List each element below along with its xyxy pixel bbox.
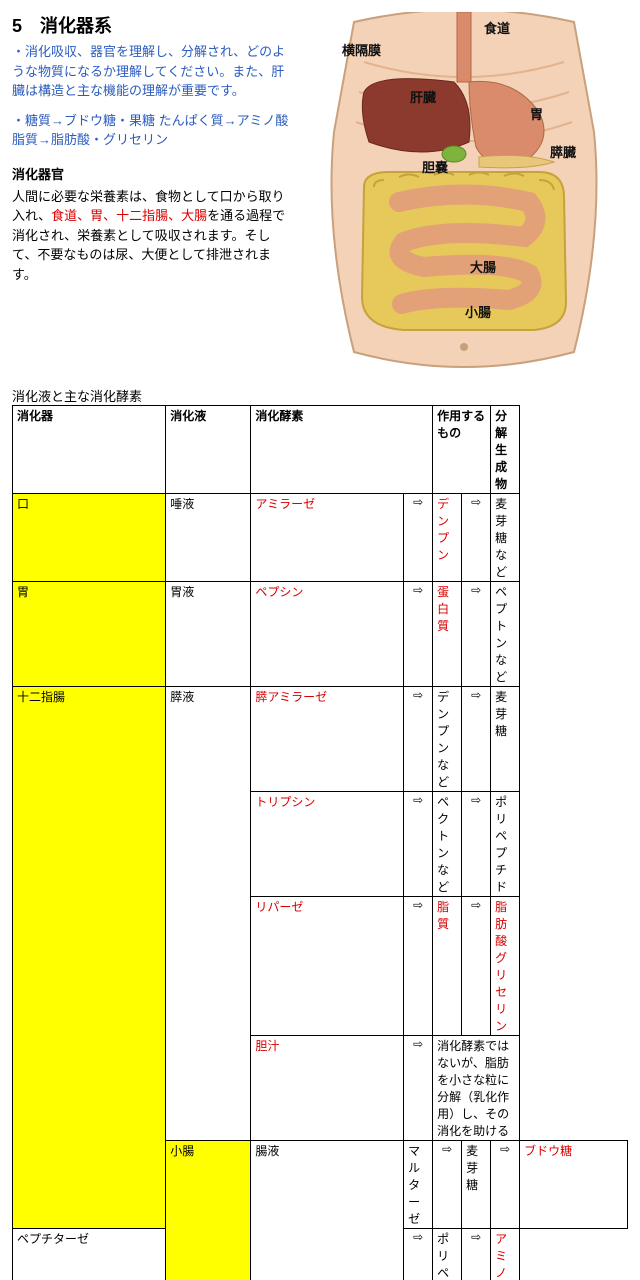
cell-panc-amylase: 膵アミラーゼ	[251, 687, 404, 792]
intro-para-2: ・糖質→ブドウ糖・果糖 たんぱく質→アミノ酸 脂質→脂肪酸・グリセリン	[12, 111, 292, 150]
header-row: 消化器 消化液 消化酵素 作用するもの 分解生成物	[13, 406, 628, 494]
row-stomach: 胃 胃液 ペプシン ⇨ 蛋白質 ⇨ ペプトンなど	[13, 582, 628, 687]
th-enzyme: 消化酵素	[251, 406, 433, 494]
arrow-icon: ⇨	[491, 1141, 520, 1229]
torso-svg	[300, 12, 628, 372]
cell-duodenum: 十二指腸	[13, 687, 166, 1229]
th-juice: 消化液	[166, 406, 251, 494]
arrow-icon: ⇨	[404, 792, 433, 897]
intro-para-1: ・消化吸収、器官を理解し、分解され、どのような物質になるか理解してください。また…	[12, 42, 292, 101]
text-column: 5 消化器系 ・消化吸収、器官を理解し、分解され、どのような物質になるか理解して…	[12, 12, 292, 372]
cell-pectone: ペクトンなど	[433, 792, 462, 897]
cell-amino: アミノ酸	[491, 1229, 520, 1280]
label-large-intestine: 大腸	[470, 257, 496, 276]
label-diaphragm: 横隔膜	[342, 40, 381, 59]
label-esophagus: 食道	[484, 18, 510, 37]
body-para: 人間に必要な栄養素は、食物として口から取り入れ、食道、胃、十二指腸、大腸を通る過…	[12, 187, 292, 285]
th-target: 作用するもの	[433, 406, 491, 494]
diagram-column: 食道 横隔膜 肝臓 胃 膵臓 胆嚢 大腸 小腸	[300, 12, 628, 372]
cell-mouth: 口	[13, 494, 166, 582]
top-section: 5 消化器系 ・消化吸収、器官を理解し、分解され、どのような物質になるか理解して…	[12, 12, 628, 372]
cell-saliva: 唾液	[166, 494, 251, 582]
cell-fatty-acid: 脂肪酸 グリセリン	[491, 897, 520, 1036]
arrow-icon: ⇨	[462, 582, 491, 687]
cell-maltase: マルターゼ	[404, 1141, 433, 1229]
row-duodenum-1: 十二指腸 膵液 膵アミラーゼ ⇨ デンプンなど ⇨ 麦芽糖	[13, 687, 628, 792]
table-title: 消化液と主な消化酵素	[12, 386, 628, 405]
label-small-intestine: 小腸	[465, 302, 491, 321]
cell-fat: 脂質	[433, 897, 462, 1036]
arrow-icon: ⇨	[404, 1229, 433, 1280]
cell-maltose-etc: 麦芽糖など	[491, 494, 520, 582]
cell-glucose: ブドウ糖	[520, 1141, 628, 1229]
cell-peptidase: ペプチターゼ	[13, 1229, 166, 1280]
cell-bile-note: 消化酵素ではないが、脂肪を小さな粒に分解（乳化作用）し、その消化を助ける	[433, 1036, 520, 1141]
arrow-icon: ⇨	[462, 687, 491, 792]
para-red: 食道、胃、十二指腸、大腸	[51, 208, 207, 223]
anatomy-diagram: 食道 横隔膜 肝臓 胃 膵臓 胆嚢 大腸 小腸	[300, 12, 628, 372]
cell-maltose: 麦芽糖	[491, 687, 520, 792]
cell-amylase: アミラーゼ	[251, 494, 404, 582]
cell-peptone: ペプトンなど	[491, 582, 520, 687]
cell-intestinal: 腸液	[251, 1141, 404, 1280]
cell-starch-etc: デンプンなど	[433, 687, 462, 792]
arrow-icon: ⇨	[404, 897, 433, 1036]
arrow-icon: ⇨	[433, 1141, 462, 1229]
arrow-icon: ⇨	[404, 1036, 433, 1141]
cell-bile: 胆汁	[251, 1036, 404, 1141]
label-pancreas: 膵臓	[550, 142, 576, 161]
cell-stomach: 胃	[13, 582, 166, 687]
th-product: 分解生成物	[491, 406, 520, 494]
section-title: 5 消化器系	[12, 12, 292, 38]
cell-lipase: リパーゼ	[251, 897, 404, 1036]
arrow-icon: ⇨	[462, 792, 491, 897]
arrow-icon: ⇨	[404, 582, 433, 687]
arrow-icon: ⇨	[462, 1229, 491, 1280]
cell-polypeptide2: ポリペプチド	[433, 1229, 462, 1280]
arrow-icon: ⇨	[462, 494, 491, 582]
subheading: 消化器官	[12, 164, 292, 183]
arrow-icon: ⇨	[462, 897, 491, 1036]
digestion-table: 消化器 消化液 消化酵素 作用するもの 分解生成物 口 唾液 アミラーゼ ⇨ デ…	[12, 405, 628, 1280]
cell-protein: 蛋白質	[433, 582, 462, 687]
cell-pepsin: ペプシン	[251, 582, 404, 687]
arrow-icon: ⇨	[404, 494, 433, 582]
cell-trypsin: トリプシン	[251, 792, 404, 897]
cell-polypeptide: ポリペプチド	[491, 792, 520, 897]
cell-maltose2: 麦芽糖	[462, 1141, 491, 1229]
label-gallbladder: 胆嚢	[422, 157, 448, 176]
cell-starch: デンプン	[433, 494, 462, 582]
label-stomach: 胃	[530, 104, 543, 123]
cell-small-int: 小腸	[166, 1141, 251, 1280]
cell-gastric: 胃液	[166, 582, 251, 687]
label-liver: 肝臓	[410, 87, 436, 106]
th-organ: 消化器	[13, 406, 166, 494]
row-mouth: 口 唾液 アミラーゼ ⇨ デンプン ⇨ 麦芽糖など	[13, 494, 628, 582]
arrow-icon: ⇨	[404, 687, 433, 792]
cell-pancreatic: 膵液	[166, 687, 251, 1141]
